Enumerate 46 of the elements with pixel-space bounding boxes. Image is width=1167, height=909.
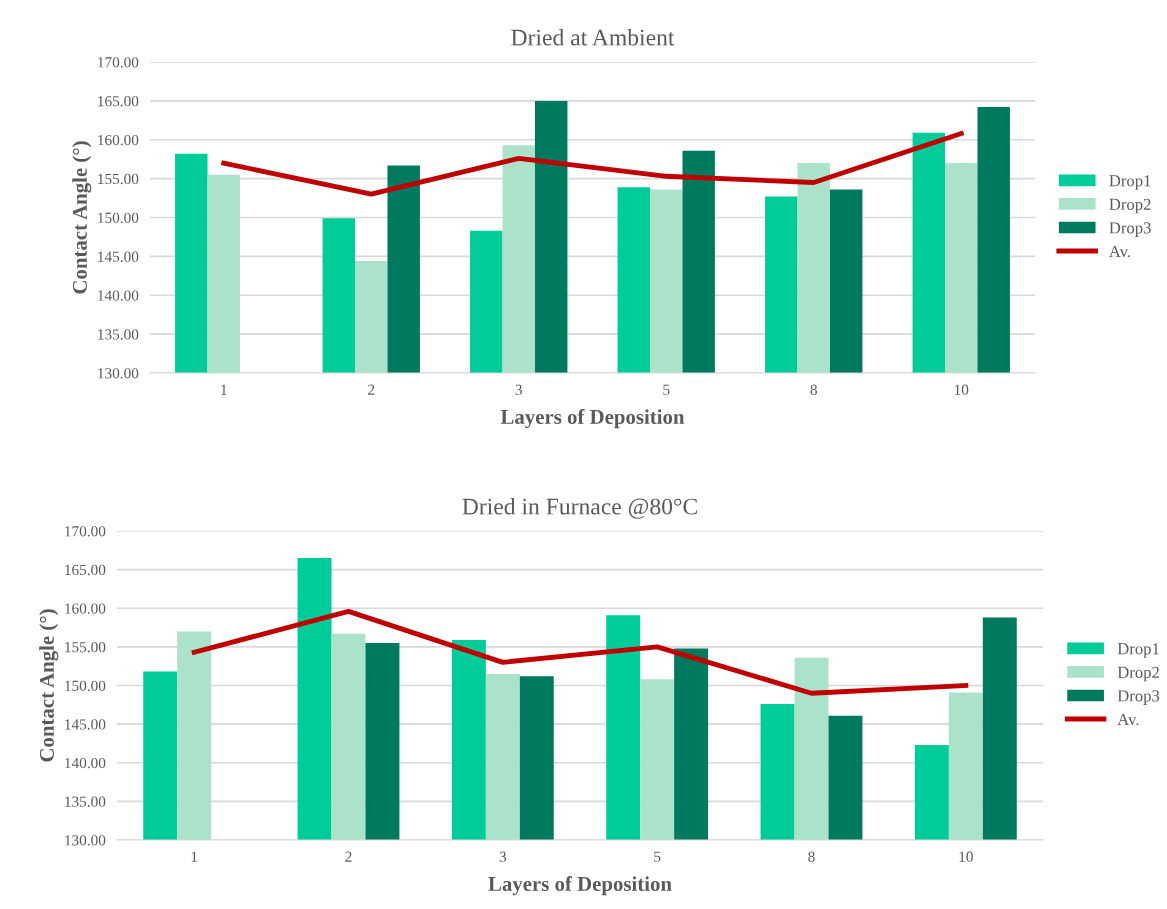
y-tick-label: 170.00 [98, 57, 139, 68]
legend-label: Drop3 [1109, 222, 1151, 237]
y-axis-title: Contact Angle (°) [39, 609, 59, 762]
chart-title: Dried at Ambient [511, 28, 675, 46]
legend-label: Av. [1117, 713, 1139, 726]
legend-label: Drop1 [1117, 643, 1159, 658]
y-tick-label: 130.00 [98, 368, 139, 379]
x-tick-label: 1 [191, 851, 198, 862]
y-tick-label: 155.00 [98, 173, 139, 185]
x-tick-label: 10 [959, 851, 973, 862]
line-series [191, 608, 969, 696]
x-axis-title: Layers of Deposition [500, 409, 685, 429]
line-series [221, 131, 964, 197]
legend-label: Drop2 [1117, 666, 1159, 682]
y-tick-label: 165.00 [65, 564, 106, 576]
y-tick-label: 160.00 [65, 603, 106, 614]
x-tick-label: 8 [810, 384, 817, 395]
x-tick-label: 2 [345, 851, 352, 862]
legend-label: Drop2 [1109, 198, 1151, 214]
y-axis-title: Contact Angle (°) [72, 141, 92, 294]
legend-label: Av. [1109, 245, 1130, 258]
y-tick-label: 135.00 [98, 329, 139, 340]
x-tick-label: 5 [654, 851, 661, 862]
legend-label: Drop1 [1109, 175, 1151, 190]
y-tick-label: 160.00 [98, 134, 139, 146]
x-tick-label: 10 [954, 384, 969, 395]
x-tick-label: 2 [368, 384, 375, 395]
y-tick-label: 145.00 [65, 719, 106, 730]
chart-title: Dried in Furnace @80°C [462, 497, 697, 519]
x-tick-label: 3 [515, 384, 522, 395]
y-tick-label: 150.00 [65, 680, 106, 692]
y-tick-label: 155.00 [65, 642, 106, 653]
y-tick-label: 150.00 [98, 212, 139, 224]
y-tick-label: 130.00 [65, 835, 106, 846]
x-tick-label: 3 [499, 851, 507, 862]
y-tick-label: 140.00 [65, 757, 106, 769]
x-tick-label: 1 [221, 384, 227, 395]
y-tick-label: 140.00 [98, 290, 139, 301]
y-tick-label: 135.00 [65, 796, 106, 807]
x-tick-label: 8 [808, 851, 815, 862]
x-tick-label: 5 [663, 384, 670, 395]
y-tick-label: 170.00 [65, 526, 106, 537]
y-tick-label: 165.00 [98, 96, 139, 107]
y-tick-label: 145.00 [98, 251, 139, 262]
x-axis-title: Layers of Deposition [488, 876, 672, 896]
legend-label: Drop3 [1117, 690, 1160, 705]
